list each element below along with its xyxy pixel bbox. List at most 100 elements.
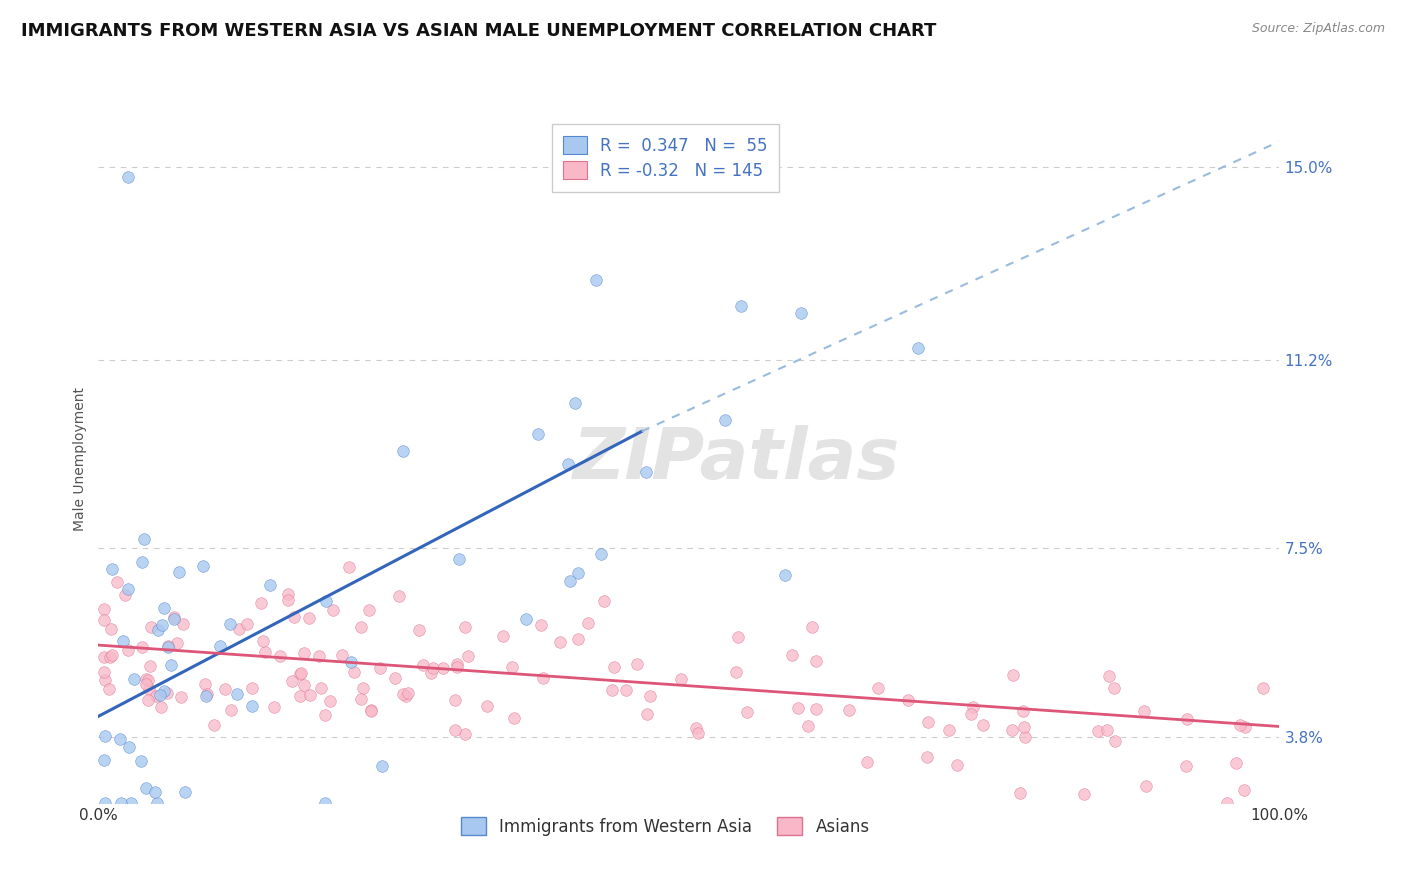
Point [603, 660, 626, 674]
Point [1253, 681, 1275, 696]
Point [972, 718, 994, 732]
Point [1008, 786, 1031, 800]
Point [530, 617, 553, 632]
Point [531, 671, 554, 685]
Point [155, 686, 177, 700]
Point [131, 640, 153, 654]
Y-axis label: Male Unemployment: Male Unemployment [73, 387, 87, 532]
Point [714, 412, 737, 426]
Point [225, 687, 247, 701]
Point [202, 717, 225, 731]
Point [153, 684, 176, 698]
Point [218, 617, 240, 632]
Point [94, 796, 117, 810]
Point [669, 672, 692, 686]
Point [1225, 756, 1247, 770]
Point [567, 566, 589, 580]
Point [263, 700, 285, 714]
Point [1175, 759, 1198, 773]
Point [593, 594, 616, 608]
Point [357, 603, 380, 617]
Point [214, 682, 236, 697]
Point [454, 727, 477, 741]
Point [1073, 787, 1095, 801]
Point [98, 649, 121, 664]
Point [149, 688, 172, 702]
Point [396, 686, 419, 700]
Point [636, 707, 658, 722]
Point [172, 617, 194, 632]
Point [250, 596, 273, 610]
Point [447, 552, 470, 566]
Point [492, 629, 515, 643]
Point [174, 785, 197, 799]
Point [340, 655, 363, 669]
Point [1014, 730, 1036, 744]
Point [388, 589, 411, 603]
Point [93, 650, 115, 665]
Point [350, 619, 373, 633]
Point [960, 706, 983, 721]
Point [290, 666, 312, 681]
Point [1233, 782, 1256, 797]
Legend: Immigrants from Western Asia, Asians: Immigrants from Western Asia, Asians [454, 811, 876, 843]
Point [105, 575, 128, 590]
Point [93, 613, 115, 627]
Point [122, 672, 145, 686]
Point [156, 639, 179, 653]
Point [145, 690, 167, 704]
Point [117, 582, 139, 596]
Point [384, 671, 406, 685]
Point [727, 631, 749, 645]
Point [797, 718, 820, 732]
Point [259, 577, 281, 591]
Point [1133, 704, 1156, 718]
Point [636, 465, 658, 479]
Point [896, 693, 918, 707]
Point [454, 620, 477, 634]
Point [804, 702, 827, 716]
Point [1216, 796, 1239, 810]
Point [166, 636, 188, 650]
Point [360, 703, 382, 717]
Point [139, 658, 162, 673]
Point [281, 673, 304, 688]
Point [298, 610, 321, 624]
Point [614, 683, 637, 698]
Point [457, 649, 479, 664]
Point [150, 700, 173, 714]
Point [352, 681, 374, 695]
Point [1001, 723, 1024, 737]
Point [589, 547, 612, 561]
Point [110, 796, 132, 810]
Point [236, 616, 259, 631]
Point [290, 690, 312, 704]
Point [208, 639, 231, 653]
Point [228, 622, 250, 636]
Point [392, 687, 415, 701]
Point [277, 587, 299, 601]
Point [170, 690, 193, 705]
Point [330, 648, 353, 663]
Point [370, 759, 392, 773]
Point [548, 635, 571, 649]
Point [157, 640, 180, 655]
Point [153, 601, 176, 615]
Point [1097, 723, 1119, 737]
Point [806, 654, 828, 668]
Point [557, 457, 579, 471]
Point [117, 643, 139, 657]
Point [626, 657, 648, 671]
Point [117, 169, 139, 184]
Point [160, 658, 183, 673]
Point [162, 612, 184, 626]
Point [138, 693, 160, 707]
Point [269, 649, 291, 664]
Point [446, 657, 468, 672]
Point [1087, 723, 1109, 738]
Point [252, 634, 274, 648]
Point [191, 559, 214, 574]
Point [780, 648, 803, 662]
Point [1229, 718, 1251, 732]
Point [135, 676, 157, 690]
